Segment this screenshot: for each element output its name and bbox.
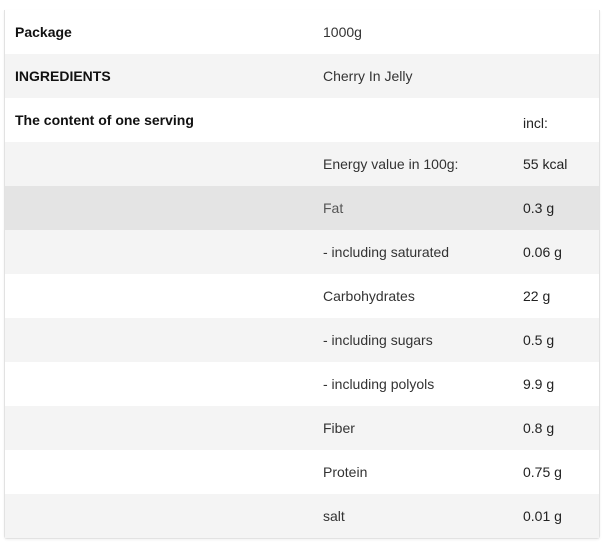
table-row: salt 0.01 g	[5, 494, 599, 538]
row-name: - including sugars	[323, 332, 433, 348]
row-name: 1000g	[323, 24, 362, 40]
row-name: Cherry In Jelly	[323, 68, 413, 84]
row-label: INGREDIENTS	[15, 68, 111, 84]
row-value: 0.3 g	[523, 200, 555, 216]
row-value: incl:	[523, 115, 548, 131]
row-value: 55 kcal	[523, 156, 568, 172]
table-row: Carbohydrates 22 g	[5, 274, 599, 318]
table-row: - including saturated 0.06 g	[5, 230, 599, 274]
row-name: Fat	[323, 200, 344, 216]
table-row: Energy value in 100g: 55 kcal	[5, 142, 599, 186]
row-value: 0.06 g	[523, 244, 562, 260]
row-name: - including saturated	[323, 244, 450, 260]
row-value: 0.01 g	[523, 508, 562, 524]
row-value: 0.75 g	[523, 464, 562, 480]
table-row: - including polyols 9.9 g	[5, 362, 599, 406]
row-name: Carbohydrates	[323, 288, 415, 304]
row-value: 0.5 g	[523, 332, 555, 348]
nutrition-table: Package 1000g INGREDIENTS Cherry In Jelly Th…	[4, 10, 600, 539]
table-row: Fat 0.3 g	[5, 186, 599, 230]
table-row: Package 1000g	[5, 10, 599, 54]
table-row: Protein 0.75 g	[5, 450, 599, 494]
table-row: - including sugars 0.5 g	[5, 318, 599, 362]
table-row: The content of one serving incl:	[5, 98, 599, 142]
row-name: Protein	[323, 464, 368, 480]
row-label: The content of one serving	[15, 112, 194, 128]
row-name: - including polyols	[323, 376, 435, 392]
table-row: Fiber 0.8 g	[5, 406, 599, 450]
row-label: Package	[15, 24, 72, 40]
row-value: 9.9 g	[523, 376, 555, 392]
row-name: Fiber	[323, 420, 355, 436]
row-value: 22 g	[523, 288, 551, 304]
row-value: 0.8 g	[523, 420, 555, 436]
row-name: Energy value in 100g:	[323, 156, 459, 172]
table-row: INGREDIENTS Cherry In Jelly	[5, 54, 599, 98]
row-name: salt	[323, 508, 345, 524]
